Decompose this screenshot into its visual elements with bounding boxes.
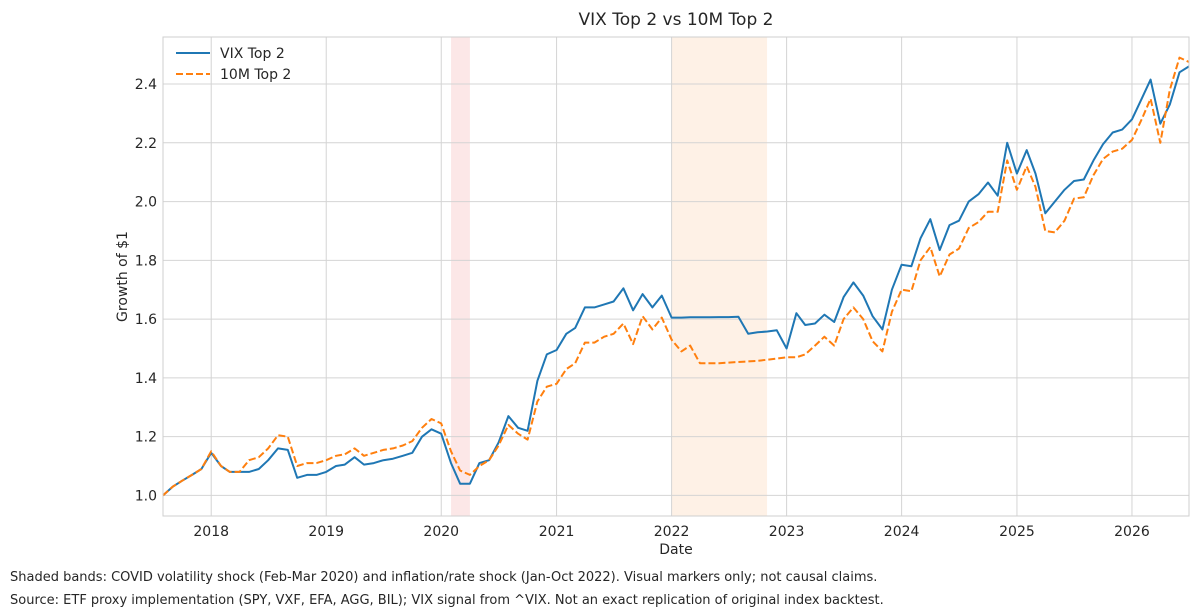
shaded-band-1 [451, 37, 470, 516]
y-tick-label-1.0: 1.0 [135, 488, 157, 504]
y-tick-label-2.2: 2.2 [135, 136, 157, 152]
x-tick-label-2024: 2024 [884, 524, 920, 540]
y-tick-label-1.6: 1.6 [135, 312, 157, 328]
x-tick-label-2018: 2018 [193, 524, 229, 540]
x-tick-label-2025: 2025 [999, 524, 1035, 540]
footnote-source: Source: ETF proxy implementation (SPY, V… [10, 593, 884, 608]
y-axis-ticks: 1.0 1.2 1.4 1.6 1.8 2.0 2.2 2.4 [135, 77, 157, 504]
series-line-vix-top-2 [162, 65, 1190, 497]
y-tick-label-1.4: 1.4 [135, 371, 157, 387]
y-tick-label-1.8: 1.8 [135, 253, 157, 269]
x-tick-label-2026: 2026 [1114, 524, 1150, 540]
chart-title: VIX Top 2 vs 10M Top 2 [579, 10, 774, 30]
legend: VIX Top 2 10M Top 2 [176, 46, 291, 83]
legend-label-vix-top-2: VIX Top 2 [220, 46, 285, 62]
x-tick-label-2021: 2021 [539, 524, 575, 540]
x-tick-label-2019: 2019 [308, 524, 344, 540]
plot-frame [162, 36, 1190, 517]
shaded-band-2 [671, 37, 768, 516]
x-axis-label: Date [659, 542, 692, 558]
x-tick-label-2023: 2023 [769, 524, 805, 540]
y-tick-label-2.4: 2.4 [135, 77, 157, 93]
x-axis-ticks: 2018 2019 2020 2021 2022 2023 2024 2025 2026 [193, 524, 1149, 540]
x-tick-label-2022: 2022 [654, 524, 690, 540]
grid-lines [163, 37, 1189, 516]
y-tick-label-2.0: 2.0 [135, 195, 157, 211]
legend-label-10m-top-2: 10M Top 2 [220, 67, 291, 83]
x-tick-label-2020: 2020 [423, 524, 459, 540]
series-lines [162, 56, 1190, 497]
series-line-10m-top-2 [162, 56, 1190, 497]
y-axis-label: Growth of $1 [115, 231, 131, 322]
y-tick-label-1.2: 1.2 [135, 430, 157, 446]
footnote-bands: Shaded bands: COVID volatility shock (Fe… [10, 570, 878, 585]
